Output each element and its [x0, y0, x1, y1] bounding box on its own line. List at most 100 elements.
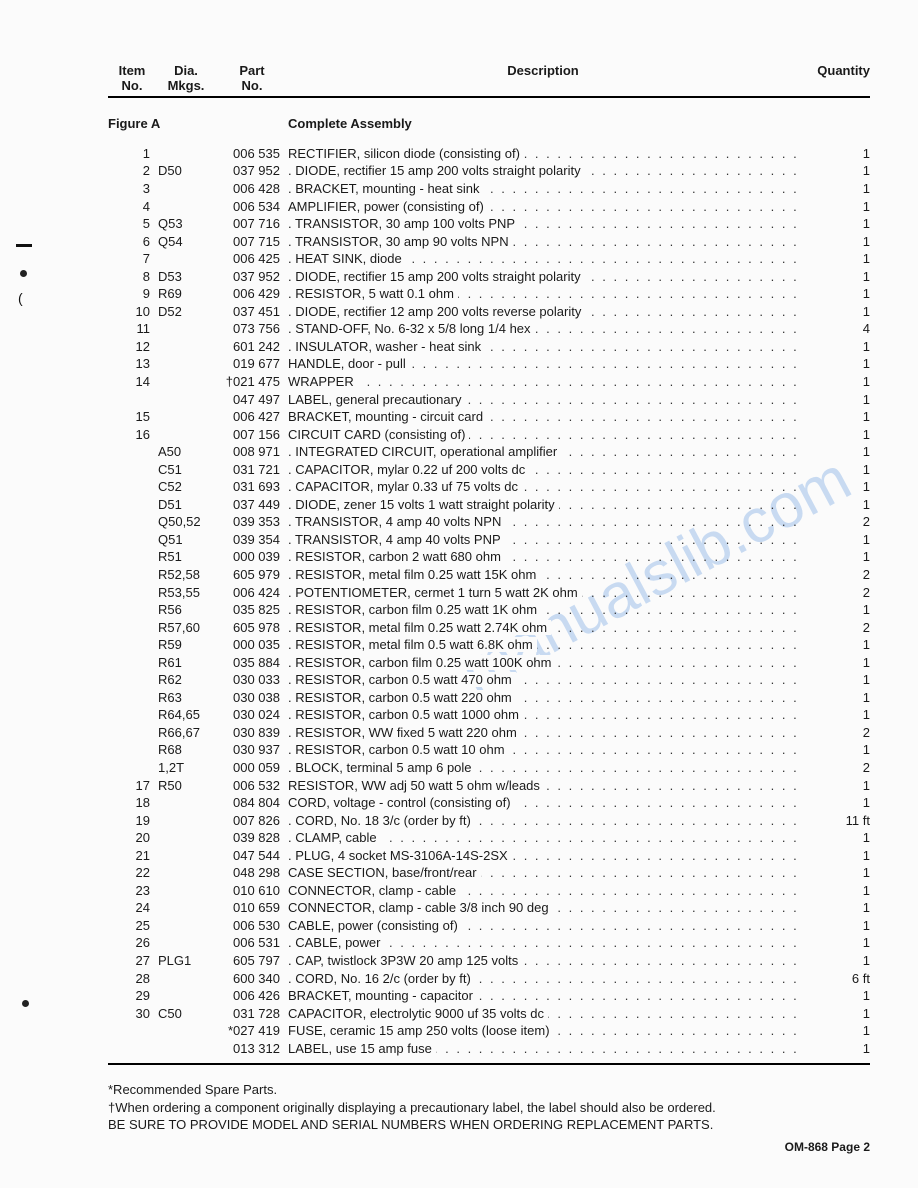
cell-description-text: . DIODE, rectifier 12 amp 200 volts reve…	[288, 304, 585, 319]
cell-description: . RESISTOR, WW fixed 5 watt 220 ohm	[288, 724, 798, 742]
cell-item-no: 28	[108, 970, 156, 988]
table-row: 25006 530CABLE, power (consisting of)1	[108, 917, 870, 935]
cell-description: . RESISTOR, 5 watt 0.1 ohm	[288, 285, 798, 303]
table-row: R61035 884. RESISTOR, carbon film 0.25 w…	[108, 654, 870, 672]
cell-quantity: 1	[798, 268, 870, 286]
cell-item-no: 16	[108, 426, 156, 444]
scan-artifact-dot	[22, 1000, 29, 1007]
cell-description: CONNECTOR, clamp - cable 3/8 inch 90 deg	[288, 899, 798, 917]
cell-part-no: 605 797	[216, 952, 288, 970]
table-row: R66,67030 839. RESISTOR, WW fixed 5 watt…	[108, 724, 870, 742]
header-part-l1: Part	[216, 64, 288, 79]
cell-quantity: 1	[798, 654, 870, 672]
cell-dia-mkgs: R52,58	[156, 566, 216, 584]
table-row: 22048 298CASE SECTION, base/front/rear1	[108, 864, 870, 882]
table-row: *027 419FUSE, ceramic 15 amp 250 volts (…	[108, 1022, 870, 1040]
cell-description-text: . RESISTOR, 5 watt 0.1 ohm	[288, 286, 458, 301]
cell-description: . RESISTOR, carbon 2 watt 680 ohm	[288, 548, 798, 566]
cell-description-text: HANDLE, door - pull	[288, 356, 410, 371]
cell-description: RECTIFIER, silicon diode (consisting of)	[288, 145, 798, 163]
cell-dia-mkgs: Q54	[156, 233, 216, 251]
cell-description: HANDLE, door - pull	[288, 355, 798, 373]
cell-part-no: 006 424	[216, 584, 288, 602]
cell-item-no: 8	[108, 268, 156, 286]
cell-part-no: 006 532	[216, 777, 288, 795]
cell-item-no: 15	[108, 408, 156, 426]
cell-item-no: 20	[108, 829, 156, 847]
cell-dia-mkgs: 1,2T	[156, 759, 216, 777]
cell-description-text: RESISTOR, WW adj 50 watt 5 ohm w/leads	[288, 778, 544, 793]
cell-description-text: . POTENTIOMETER, cermet 1 turn 5 watt 2K…	[288, 585, 582, 600]
cell-quantity: 1	[798, 443, 870, 461]
cell-description: . RESISTOR, carbon film 0.25 watt 1K ohm	[288, 601, 798, 619]
cell-description-text: . DIODE, zener 15 volts 1 watt straight …	[288, 497, 559, 512]
cell-dia-mkgs: D53	[156, 268, 216, 286]
cell-description-text: CIRCUIT CARD (consisting of)	[288, 427, 469, 442]
cell-part-no: 030 038	[216, 689, 288, 707]
cell-dia-mkgs: R64,65	[156, 706, 216, 724]
table-row: 28600 340. CORD, No. 16 2/c (order by ft…	[108, 970, 870, 988]
table-row: 30C50031 728CAPACITOR, electrolytic 9000…	[108, 1005, 870, 1023]
cell-dia-mkgs: Q50,52	[156, 513, 216, 531]
page-label: OM-868 Page 2	[785, 1140, 870, 1154]
table-row: 21047 544. PLUG, 4 socket MS-3106A-14S-2…	[108, 847, 870, 865]
cell-part-no: 030 839	[216, 724, 288, 742]
cell-description: CAPACITOR, electrolytic 9000 uf 35 volts…	[288, 1005, 798, 1023]
cell-dia-mkgs: PLG1	[156, 952, 216, 970]
cell-item-no: 27	[108, 952, 156, 970]
footnotes: *Recommended Spare Parts. †When ordering…	[108, 1081, 870, 1134]
cell-description: . TRANSISTOR, 4 amp 40 volts PNP	[288, 531, 798, 549]
cell-description-text: . CLAMP, cable	[288, 830, 381, 845]
table-row: R53,55006 424. POTENTIOMETER, cermet 1 t…	[108, 584, 870, 602]
cell-description: CORD, voltage - control (consisting of)	[288, 794, 798, 812]
footnote-line: *Recommended Spare Parts.	[108, 1081, 870, 1099]
cell-description: . RESISTOR, carbon film 0.25 watt 100K o…	[288, 654, 798, 672]
table-row: A50008 971. INTEGRATED CIRCUIT, operatio…	[108, 443, 870, 461]
cell-description-text: LABEL, use 15 amp fuse	[288, 1041, 436, 1056]
cell-quantity: 1	[798, 162, 870, 180]
cell-description: . STAND-OFF, No. 6-32 x 5/8 long 1/4 hex	[288, 320, 798, 338]
cell-description: . INSULATOR, washer - heat sink	[288, 338, 798, 356]
cell-quantity: 1	[798, 285, 870, 303]
cell-quantity: 1	[798, 233, 870, 251]
table-row: 10D52037 451. DIODE, rectifier 12 amp 20…	[108, 303, 870, 321]
cell-description: . CAPACITOR, mylar 0.22 uf 200 volts dc	[288, 461, 798, 479]
cell-description: . DIODE, zener 15 volts 1 watt straight …	[288, 496, 798, 514]
cell-part-no: 037 952	[216, 268, 288, 286]
table-row: 12601 242. INSULATOR, washer - heat sink…	[108, 338, 870, 356]
cell-item-no: 12	[108, 338, 156, 356]
cell-description-text: . RESISTOR, carbon film 0.25 watt 100K o…	[288, 655, 556, 670]
cell-description-text: CORD, voltage - control (consisting of)	[288, 795, 515, 810]
cell-dia-mkgs: C50	[156, 1005, 216, 1023]
header-part-l2: No.	[216, 79, 288, 94]
section-subhead: Figure A Complete Assembly	[108, 116, 870, 131]
cell-part-no: 030 033	[216, 671, 288, 689]
cell-item-no: 25	[108, 917, 156, 935]
scan-artifact-dot	[20, 270, 27, 277]
cell-part-no: 006 530	[216, 917, 288, 935]
header-item-l2: No.	[108, 79, 156, 94]
cell-part-no: 037 449	[216, 496, 288, 514]
cell-part-no: †021 475	[216, 373, 288, 391]
cell-part-no: 006 427	[216, 408, 288, 426]
cell-dia-mkgs: R62	[156, 671, 216, 689]
cell-quantity: 1	[798, 391, 870, 409]
cell-description-text: . RESISTOR, carbon film 0.25 watt 1K ohm	[288, 602, 541, 617]
table-row: 27PLG1605 797. CAP, twistlock 3P3W 20 am…	[108, 952, 870, 970]
cell-dia-mkgs: C52	[156, 478, 216, 496]
cell-part-no: 008 971	[216, 443, 288, 461]
cell-item-no: 14	[108, 373, 156, 391]
cell-quantity: 1	[798, 987, 870, 1005]
cell-description-text: FUSE, ceramic 15 amp 250 volts (loose it…	[288, 1023, 554, 1038]
cell-item-no: 22	[108, 864, 156, 882]
table-row: Q50,52039 353. TRANSISTOR, 4 amp 40 volt…	[108, 513, 870, 531]
cell-quantity: 2	[798, 566, 870, 584]
cell-description: . RESISTOR, carbon 0.5 watt 10 ohm	[288, 741, 798, 759]
cell-description-text: CABLE, power (consisting of)	[288, 918, 462, 933]
cell-quantity: 6 ft	[798, 970, 870, 988]
table-row: R57,60605 978. RESISTOR, metal film 0.25…	[108, 619, 870, 637]
figure-label: Figure A	[108, 116, 288, 131]
cell-item-no: 6	[108, 233, 156, 251]
cell-dia-mkgs: R57,60	[156, 619, 216, 637]
cell-part-no: 000 039	[216, 548, 288, 566]
